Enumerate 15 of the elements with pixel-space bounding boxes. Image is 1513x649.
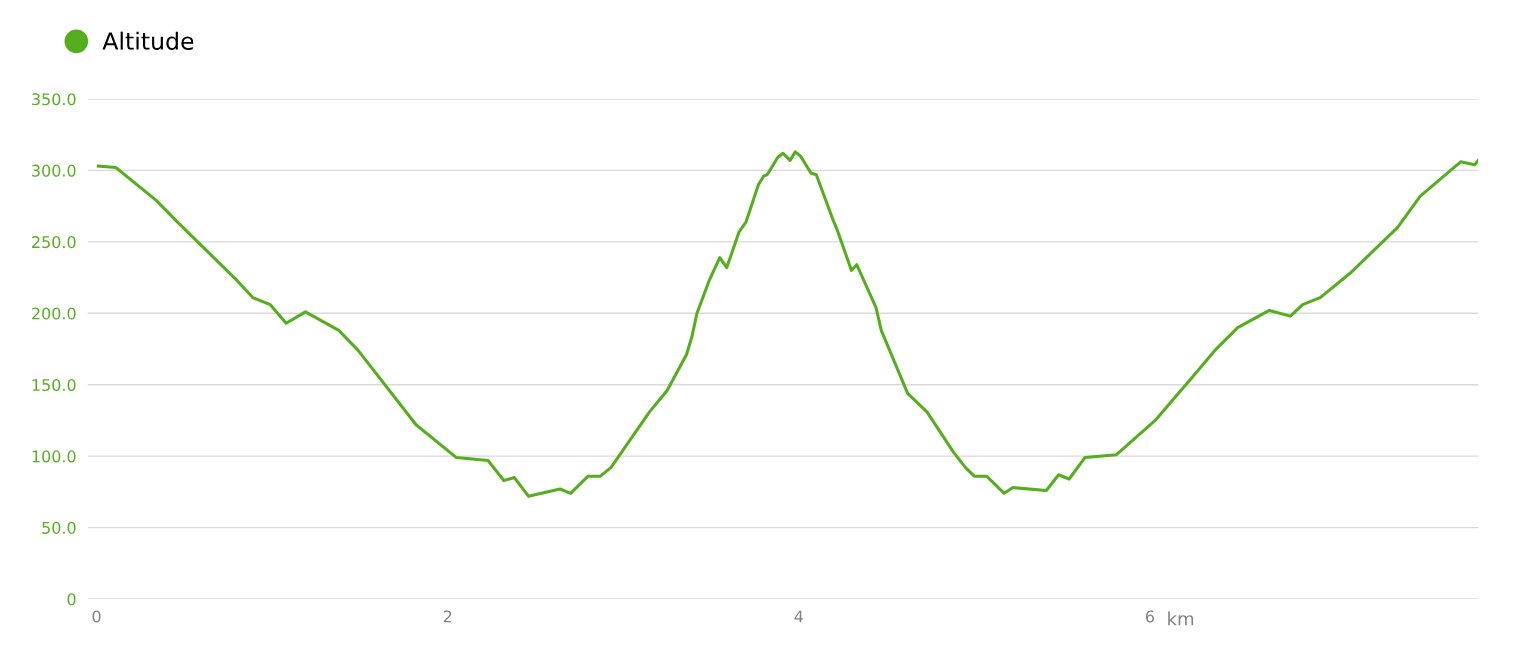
x-tick-label: 4 — [794, 610, 803, 623]
y-tick-label: 100.0 — [32, 450, 76, 463]
line-series — [96, 150, 1479, 498]
x-tick-label: 2 — [443, 610, 452, 623]
y-tick-label: 200.0 — [32, 307, 76, 320]
y-tick-label: 350.0 — [32, 93, 76, 106]
x-tick-label: 0 — [92, 610, 101, 623]
x-tick-label: 6 — [1145, 610, 1154, 623]
y-tick-label: 150.0 — [32, 378, 76, 392]
y-tick-label: 0 — [67, 593, 76, 606]
y-tick-label: 50.0 — [42, 521, 76, 534]
y-tick-label: 250.0 — [32, 236, 76, 249]
y-tick-label: 300.0 — [32, 164, 76, 177]
legend-label: Altitude — [102, 31, 194, 50]
x-axis-title: km — [1168, 611, 1194, 626]
